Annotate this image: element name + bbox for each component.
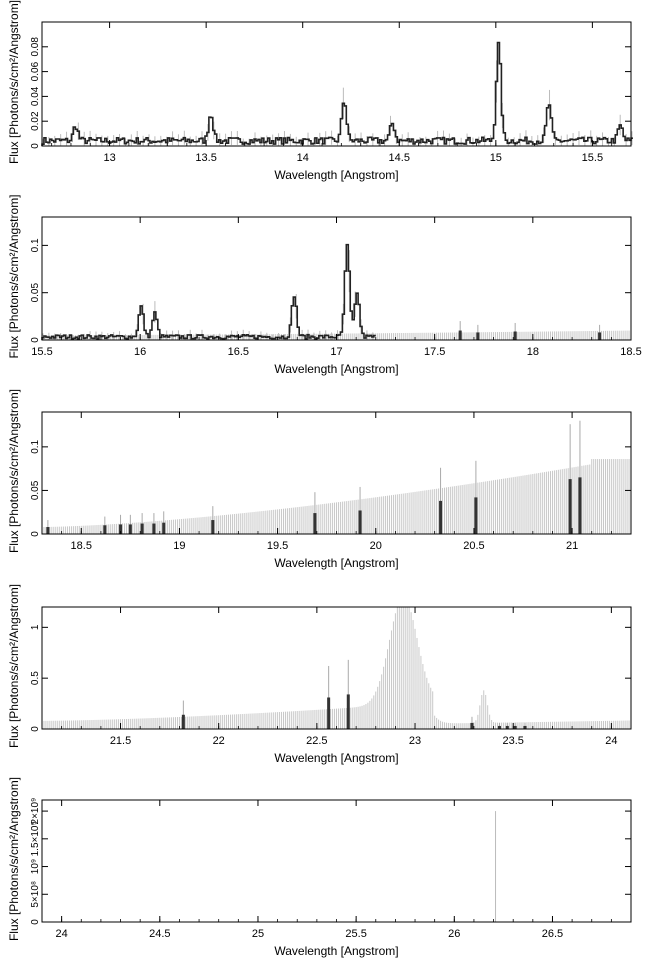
plot-frame <box>41 21 632 147</box>
x-tick-label: 21 <box>566 540 578 552</box>
y-tick-label: 1 <box>30 624 41 630</box>
y-tick-label: 2×10⁹ <box>30 798 41 825</box>
x-tick-label: 15 <box>490 152 502 164</box>
x-tick-label: 18.5 <box>620 346 641 358</box>
x-tick-label: 17 <box>330 346 342 358</box>
y-tick-label: 1.5×10⁹ <box>30 821 41 856</box>
y-tick-label: 10⁹ <box>30 859 41 874</box>
y-tick-label: 0.06 <box>30 61 41 81</box>
data-bar <box>346 694 350 729</box>
data-bar <box>46 527 50 534</box>
observed-spectrum <box>41 243 376 340</box>
x-tick-label: 16.5 <box>228 346 249 358</box>
panel-2: 15.5 16 16.5 17 17.5 18 18.5 0 0.05 0.1 Wavelength… <box>7 194 642 376</box>
data-bar <box>505 725 509 729</box>
panel-3: 18.5 19 19.5 20 20.5 21 0 0.05 0.1 Wavelength [An… <box>7 389 632 570</box>
y-axis-label: Flux [Photons/s/cm²/Angstrom] <box>7 584 21 748</box>
data-bar <box>119 524 123 534</box>
y-tick-label: 0.5 <box>30 671 41 685</box>
data-bar <box>513 725 517 729</box>
y-tick-label: 0.08 <box>30 37 41 57</box>
data-bar <box>211 520 215 534</box>
x-tick-label: 22 <box>213 735 225 747</box>
x-tick-label: 19.5 <box>267 540 288 552</box>
data-bar <box>513 331 517 340</box>
data-bar <box>476 332 480 340</box>
x-tick-label: 15.5 <box>31 346 52 358</box>
x-tick-label: 16 <box>134 346 146 358</box>
y-tick-label: 0 <box>30 531 41 537</box>
data-bar <box>181 714 185 729</box>
x-tick-label: 21.5 <box>110 735 131 747</box>
observed-spectrum <box>41 41 633 146</box>
data-bar <box>497 725 501 729</box>
y-axis-label: Flux [Photons/s/cm²/Angstrom] <box>7 0 21 164</box>
x-axis-label: Wavelength [Angstrom] <box>274 556 398 570</box>
x-tick-label: 18.5 <box>71 540 92 552</box>
plot-frame <box>41 216 632 341</box>
y-tick-label: 0.05 <box>30 480 41 500</box>
data-bar <box>128 524 132 534</box>
y-tick-label: 0.04 <box>30 86 41 106</box>
x-tick-label: 14.5 <box>389 152 410 164</box>
x-tick-label: 23.5 <box>502 735 523 747</box>
data-bar <box>598 332 602 340</box>
data-bar <box>578 477 582 534</box>
data-bar <box>140 523 144 534</box>
x-tick-label: 18 <box>527 346 539 358</box>
y-tick-label: 0.05 <box>30 283 41 303</box>
data-bar <box>313 513 317 534</box>
panel-4: 21.5 22 22.5 23 23.5 24 0 0.5 1 Wavelength [Angst… <box>7 584 632 765</box>
data-bar <box>439 500 443 534</box>
x-tick-label: 25.5 <box>345 928 366 940</box>
data-bar <box>162 522 166 534</box>
y-tick-label: 0.1 <box>30 238 41 252</box>
data-bar <box>103 525 107 534</box>
data-bar <box>327 697 331 729</box>
data-bar <box>523 725 527 729</box>
x-tick-label: 14 <box>297 152 309 164</box>
x-tick-label: 19 <box>173 540 185 552</box>
x-tick-label: 15.5 <box>582 152 603 164</box>
x-tick-label: 26 <box>448 928 460 940</box>
data-bar <box>358 510 362 534</box>
data-bar <box>470 722 474 729</box>
x-tick-label: 25 <box>252 928 264 940</box>
y-tick-label: 0 <box>30 726 41 732</box>
x-tick-label: 24.5 <box>149 928 170 940</box>
x-tick-label: 24 <box>56 928 68 940</box>
plot-frame <box>41 799 632 923</box>
y-tick-label: 0.1 <box>30 439 41 453</box>
x-tick-label: 26.5 <box>542 928 563 940</box>
x-tick-label: 20 <box>370 540 382 552</box>
x-axis-label: Wavelength [Angstrom] <box>274 168 398 182</box>
x-tick-label: 23 <box>409 735 421 747</box>
y-axis-label: Flux [Photons/s/cm²/Angstrom] <box>7 777 21 941</box>
x-tick-label: 22.5 <box>306 735 327 747</box>
y-axis-label: Flux [Photons/s/cm²/Angstrom] <box>7 389 21 553</box>
x-axis-label: Wavelength [Angstrom] <box>274 751 398 765</box>
x-tick-label: 20.5 <box>463 540 484 552</box>
x-axis-label: Wavelength [Angstrom] <box>274 362 398 376</box>
x-tick-label: 13.5 <box>195 152 216 164</box>
y-tick-label: 0 <box>30 337 41 343</box>
x-tick-label: 13 <box>103 152 115 164</box>
x-axis-label: Wavelength [Angstrom] <box>274 944 398 958</box>
data-bar <box>458 330 462 340</box>
x-tick-label: 17.5 <box>424 346 445 358</box>
y-tick-label: 0.02 <box>30 111 41 131</box>
data-bar <box>568 479 572 534</box>
y-tick-label: 0 <box>30 919 41 925</box>
y-axis-label: Flux [Photons/s/cm²/Angstrom] <box>7 194 21 358</box>
x-tick-label: 24 <box>605 735 617 747</box>
y-tick-label: 0 <box>30 143 41 149</box>
y-tick-label: 5×10⁸ <box>30 881 41 908</box>
data-bar <box>152 523 156 534</box>
data-bar <box>474 497 478 534</box>
panel-1: 13 13.5 14 14.5 15 15.5 0 0.02 0.04 0.06 0.08 Wavel… <box>7 0 633 182</box>
